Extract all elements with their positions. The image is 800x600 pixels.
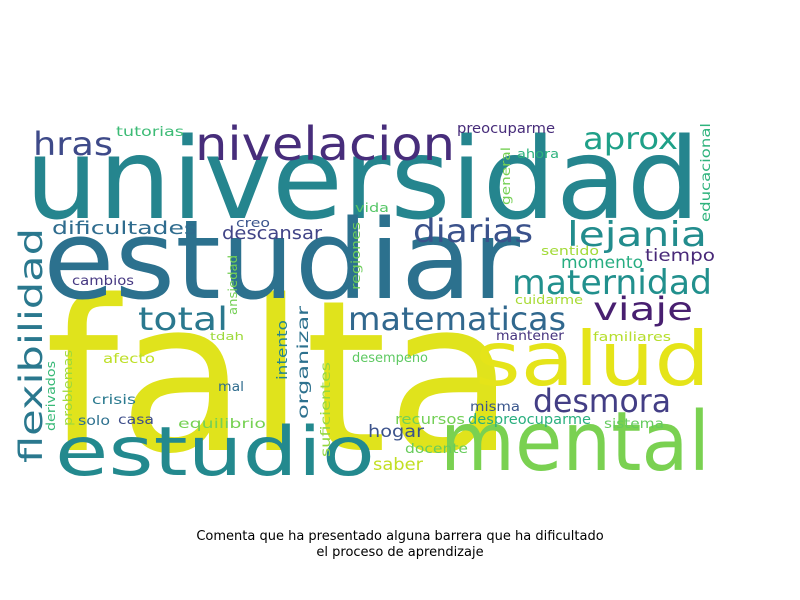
word-derivados: derivados [44,361,58,431]
word-estudiar: estudiar [43,196,521,324]
word-sentido: sentido [541,244,599,258]
word-solo: solo [78,414,110,429]
word-problemas: problemas [61,350,75,426]
word-cuidarme: cuidarme [515,293,583,307]
caption-line-2: el proceso de aprendizaje [316,545,484,560]
word-afecto: afecto [103,352,155,367]
word-estudio: estudio [55,413,375,492]
word-educacional: educacional [699,123,714,222]
word-hras: hras [33,125,113,163]
word-desempeno: desempeno [352,351,428,366]
word-viaje: viaje [593,290,693,328]
word-despreocuparme: despreocuparme [468,412,591,428]
word-intento: intento [275,320,291,380]
word-recursos: recursos [395,412,465,428]
word-general: general [499,147,513,205]
word-momento: momento [561,253,643,273]
word-casa: casa [118,413,154,428]
word-tiempo: tiempo [645,246,715,266]
word-docente: docente [405,442,468,457]
word-desmora: desmora [533,382,671,420]
word-cambios: cambios [72,274,134,289]
word-mantener: mantener [496,329,565,344]
word-falta: falta [45,255,515,500]
word-tdah: tdah [210,330,244,343]
word-regiones: regiones [349,222,363,290]
word-descansar: descansar [222,223,323,244]
word-preocuparme: preocuparme [457,121,555,137]
word-organizar: organizar [294,305,312,419]
word-lejania: lejania [567,215,707,255]
figure-caption: Comenta que ha presentado alguna barrera… [0,529,800,561]
word-crisis: crisis [92,393,136,408]
word-ahora: ahora [517,147,559,161]
caption-line-1: Comenta que ha presentado alguna barrera… [196,529,604,544]
word-universidad: universidad [25,115,700,245]
word-total: total [138,300,228,338]
word-nivelacion: nivelacion [195,117,455,171]
word-matematicas: matematicas [348,300,566,338]
word-aprox: aprox [583,122,678,157]
word-salud: salud [475,315,710,403]
word-creo: creo [236,216,270,230]
word-flexibilidad: flexibilidad [12,228,50,463]
word-sistema: sistema [604,417,664,432]
word-misma: misma [470,400,520,415]
word-maternidad: maternidad [512,263,712,303]
word-equilibrio: equilibrio [178,417,266,432]
word-ansiedad: ansiedad [226,255,240,315]
word-mental: mental [440,395,710,490]
word-vida: vida [355,201,389,215]
word-saber: saber [373,455,423,475]
word-familiares: familiares [593,330,671,344]
word-hogar: hogar [368,422,424,442]
word-tutorias: tutorias [116,125,184,140]
word-diarias: diarias [413,212,533,250]
word-suficientes: suficientes [319,362,334,457]
word-dificultades: dificultades [52,218,197,239]
word-mal: mal [218,380,244,395]
